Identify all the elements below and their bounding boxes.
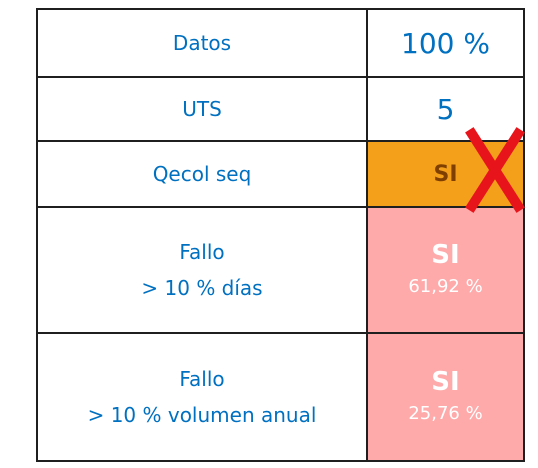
value: SI	[431, 240, 460, 270]
value-cell: SI 25,76 %	[368, 332, 523, 460]
value: 100 %	[401, 26, 490, 60]
label-line: Fallo	[179, 367, 225, 391]
label-line: Datos	[172, 31, 232, 55]
value-cell: 5	[368, 76, 523, 140]
value-cell: SI 61,92 %	[368, 206, 523, 332]
label-cell: Fallo > 10 % días	[38, 206, 368, 332]
table: Datos 100 % UTS 5 Qecol seq SI Fallo > 10 % día…	[36, 8, 525, 462]
label-line: > 10 % volumen anual	[87, 403, 317, 427]
value-cell: 100 %	[368, 10, 523, 76]
value: 5	[436, 92, 455, 126]
label-line: Fallo	[179, 240, 225, 264]
value: SI	[433, 161, 458, 187]
detail: 61,92 %	[408, 276, 483, 297]
label-cell: Fallo > 10 % volumen anual	[38, 332, 368, 460]
label-line: Qecol seq	[152, 162, 252, 186]
label-cell: UTS	[38, 76, 368, 140]
value-cell: SI	[368, 140, 523, 206]
label-line: > 10 % días	[141, 276, 263, 300]
label-cell: Datos	[38, 10, 368, 76]
label-cell: Qecol seq	[38, 140, 368, 206]
detail: 25,76 %	[408, 403, 483, 424]
label-line: UTS	[182, 97, 222, 121]
value: SI	[431, 367, 460, 397]
